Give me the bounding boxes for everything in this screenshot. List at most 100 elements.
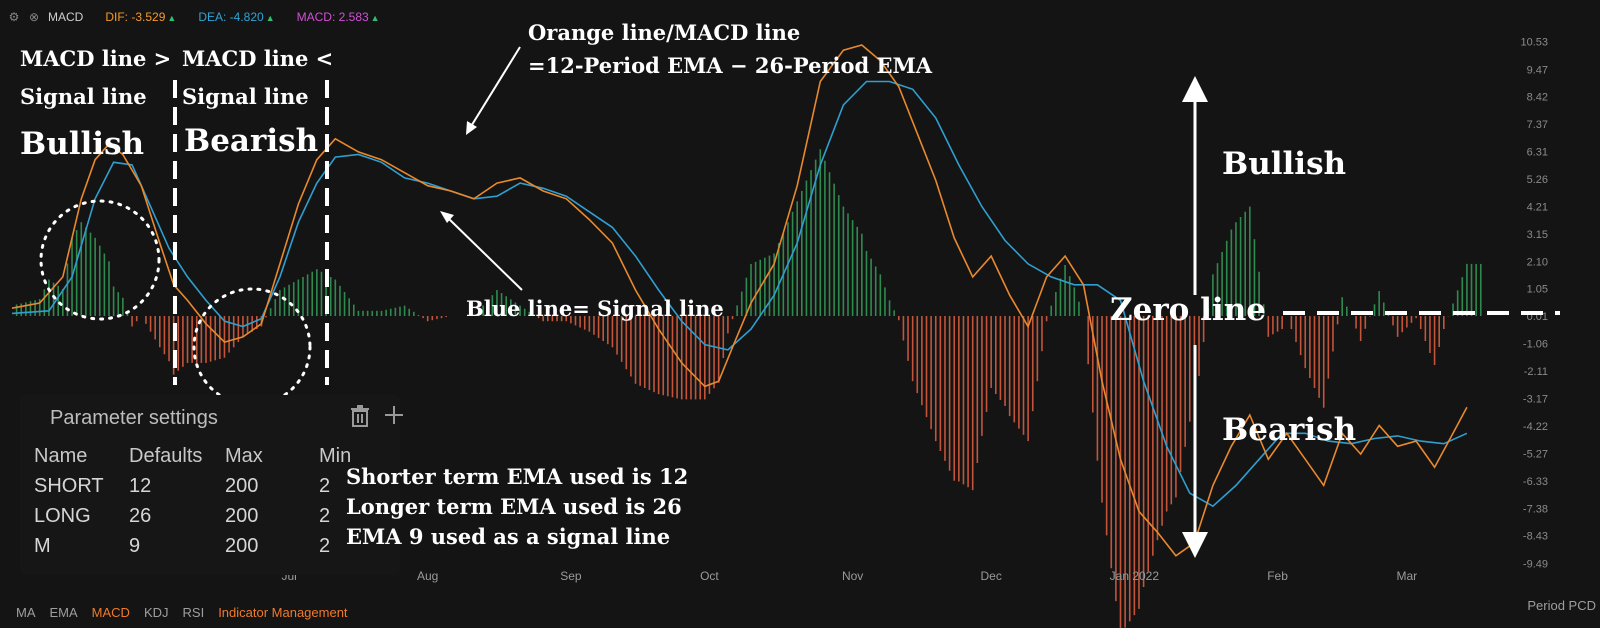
- x-tick-label: Aug: [417, 569, 438, 583]
- row-long-name: LONG: [34, 504, 91, 527]
- y-tick-label: 5.26: [1527, 174, 1548, 186]
- dif-value: -3.529: [131, 10, 166, 24]
- blue-pointer-head: [440, 211, 454, 223]
- dea-up-marker: ▲: [265, 13, 275, 23]
- orange-line-annotation: Orange line/MACD line =12-Period EMA − 2…: [528, 16, 932, 82]
- indicator-management-link[interactable]: Indicator Management: [218, 604, 348, 620]
- row-short-min: 2: [319, 474, 331, 497]
- y-tick-label: -9.49: [1523, 558, 1548, 570]
- bullish-left-label: Bullish: [20, 126, 145, 162]
- orange-line-text-2: =12-Period EMA − 26-Period EMA: [528, 53, 933, 78]
- tab-kdj[interactable]: KDJ: [143, 604, 169, 620]
- table-row: M 9 200 2: [34, 531, 351, 561]
- signal-line: [11, 80, 1468, 508]
- x-tick-label: Dec: [981, 569, 1002, 583]
- dif-label: DIF:: [105, 10, 129, 24]
- y-tick-label: -5.27: [1523, 448, 1548, 460]
- parameter-header-row: Name Defaults Max Min: [34, 441, 351, 471]
- plus-icon[interactable]: [384, 405, 404, 433]
- blue-line-annotation: Blue line= Signal line: [466, 296, 724, 321]
- x-tick-label: Sep: [560, 569, 582, 583]
- header-max: Max: [225, 444, 263, 467]
- y-tick-label: 9.47: [1527, 64, 1548, 76]
- bullish-cross-circle: [39, 199, 161, 321]
- row-m-name: M: [34, 534, 51, 557]
- orange-pointer-line: [469, 46, 521, 129]
- tab-rsi[interactable]: RSI: [182, 604, 205, 620]
- indicator-header: ⚙ ⊗ MACD DIF: -3.529 ▲ DEA: -4.820 ▲ MACD:…: [0, 0, 1600, 34]
- y-tick-label: -7.38: [1523, 503, 1548, 515]
- row-long-max: 200: [225, 504, 259, 527]
- tab-macd[interactable]: MACD: [91, 604, 130, 620]
- settings-gear-icon[interactable]: ⚙: [8, 10, 20, 24]
- orange-line-text-1: Orange line/MACD line: [528, 20, 801, 45]
- bullish-arrow-head: [1182, 76, 1208, 102]
- row-long-min: 2: [319, 504, 331, 527]
- bullish-right-label: Bullish: [1222, 146, 1347, 182]
- y-tick-label: 4.21: [1527, 201, 1548, 213]
- y-axis: 10.53 9.47 8.42 7.37 6.31 5.26 4.21 3.15 2.10 1.0…: [1520, 37, 1548, 571]
- macd-gt-text-1: MACD line >: [20, 46, 172, 71]
- y-tick-label: -1.06: [1523, 339, 1548, 351]
- y-tick-label: -6.33: [1523, 476, 1548, 488]
- row-long-default[interactable]: 26: [129, 504, 152, 527]
- y-tick-label: 7.37: [1527, 119, 1548, 131]
- parameter-actions: [350, 405, 404, 433]
- tab-ema[interactable]: EMA: [49, 604, 78, 620]
- row-m-max: 200: [225, 534, 259, 557]
- y-tick-label: 10.53: [1520, 37, 1548, 49]
- x-tick-label: Nov: [842, 569, 863, 583]
- row-m-default[interactable]: 9: [129, 534, 141, 557]
- macd-lt-annotation: MACD line < Signal line: [182, 40, 333, 116]
- explanation-long: Longer term EMA used is 26: [346, 494, 682, 519]
- row-short-name: SHORT: [34, 474, 104, 497]
- y-tick-label: 3.15: [1527, 229, 1548, 241]
- macd-readout: MACD: 2.583 ▲: [297, 10, 380, 24]
- parameter-settings-title: Parameter settings: [50, 407, 218, 429]
- orange-pointer-head: [466, 121, 477, 135]
- y-tick-label: 6.31: [1527, 147, 1548, 159]
- macd-lt-text-2: Signal line: [182, 84, 309, 109]
- header-defaults: Defaults: [129, 444, 203, 467]
- dea-label: DEA:: [198, 10, 227, 24]
- indicator-tab-bar: MA EMA MACD KDJ RSI Indicator Management: [0, 596, 1600, 628]
- x-tick-label: Mar: [1397, 569, 1418, 583]
- macd-gt-annotation: MACD line > Signal line: [20, 40, 171, 116]
- annotation-overlay: [39, 46, 1560, 558]
- explanation-signal: EMA 9 used as a signal line: [346, 524, 671, 549]
- bearish-right-label: Bearish: [1222, 412, 1357, 448]
- indicator-name: MACD: [48, 10, 84, 24]
- x-tick-label: Oct: [700, 569, 719, 583]
- trash-icon[interactable]: [350, 405, 370, 433]
- trash-icon-svg: [351, 405, 369, 427]
- y-tick-label: -3.17: [1523, 394, 1548, 406]
- blue-pointer-line: [447, 217, 523, 291]
- tab-ma[interactable]: MA: [16, 604, 36, 620]
- header-name: Name: [34, 444, 88, 467]
- y-tick-label: 1.05: [1527, 284, 1548, 296]
- close-icon[interactable]: ⊗: [28, 10, 40, 24]
- macd-line: [11, 44, 1468, 557]
- zero-line-label: Zero line: [1110, 292, 1266, 328]
- dea-value: -4.820: [229, 10, 264, 24]
- period-label[interactable]: Period PCD: [1527, 598, 1596, 613]
- x-axis: Jul Aug Sep Oct Nov Dec Jan 2022 Feb Mar: [281, 569, 1417, 583]
- parameter-settings-panel: Parameter settings Name Defaults Max Min: [20, 395, 403, 575]
- y-tick-label: -2.11: [1524, 366, 1548, 378]
- row-short-default[interactable]: 12: [129, 474, 152, 497]
- macd-label: MACD:: [296, 10, 336, 24]
- header-min: Min: [319, 444, 352, 467]
- bearish-left-label: Bearish: [184, 123, 319, 159]
- y-tick-label: 8.42: [1527, 92, 1548, 104]
- x-tick-label: Jan 2022: [1110, 569, 1160, 583]
- dif-readout: DIF: -3.529 ▲: [105, 10, 176, 24]
- y-tick-label: -8.43: [1523, 531, 1548, 543]
- x-tick-label: Feb: [1267, 569, 1288, 583]
- ema-explanations: Shorter term EMA used is 12 Longer term …: [346, 462, 688, 552]
- dea-readout: DEA: -4.820 ▲: [198, 10, 274, 24]
- plus-icon-svg: [385, 406, 403, 424]
- bearish-arrow-head: [1182, 532, 1208, 558]
- row-short-max: 200: [225, 474, 259, 497]
- macd-lt-text-1: MACD line <: [182, 46, 334, 71]
- explanation-short: Shorter term EMA used is 12: [346, 464, 689, 489]
